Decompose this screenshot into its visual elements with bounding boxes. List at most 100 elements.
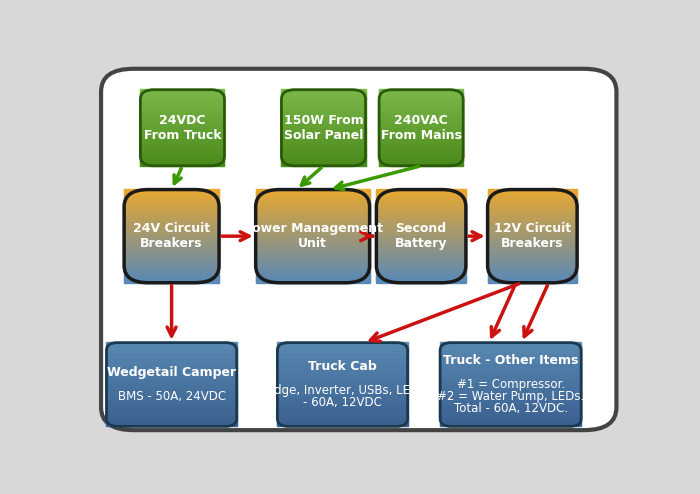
Bar [124,208,219,210]
Bar [256,192,370,194]
Bar [277,415,407,416]
Bar [440,424,581,426]
Bar [106,378,237,380]
Text: - 60A, 12VDC: - 60A, 12VDC [303,396,382,409]
Bar [256,250,370,251]
Bar [106,424,237,426]
Bar [440,377,581,379]
Bar [377,209,466,211]
Bar [379,132,463,134]
Bar [281,99,365,101]
Bar [277,352,407,354]
Bar [379,139,463,140]
Bar [106,397,237,399]
Bar [124,256,219,258]
Bar [106,387,237,389]
Bar [488,192,577,194]
Bar [124,236,219,238]
Bar [277,355,407,357]
Bar [377,268,466,270]
Bar [124,222,219,224]
Bar [440,374,581,376]
Bar [440,345,581,347]
Bar [440,348,581,350]
Bar [440,423,581,425]
Bar [377,234,466,236]
Bar [256,234,370,236]
Bar [106,395,237,397]
Bar [281,161,365,162]
Bar [281,105,365,106]
Bar [277,365,407,367]
Bar [379,92,463,93]
Bar [106,400,237,401]
Bar [141,164,225,166]
Bar [277,420,407,422]
Bar [256,219,370,221]
Bar [124,206,219,208]
Bar [256,212,370,214]
Bar [379,144,463,146]
Bar [379,163,463,165]
Bar [256,257,370,259]
Bar [281,143,365,144]
Bar [277,349,407,351]
Bar [488,199,577,201]
Bar [141,106,225,108]
Bar [440,395,581,397]
Bar [281,120,365,122]
Bar [141,98,225,100]
Bar [141,128,225,130]
Bar [440,404,581,406]
Bar [440,362,581,364]
Bar [440,401,581,403]
Bar [256,211,370,213]
Bar [106,380,237,382]
Bar [124,239,219,241]
Text: 150W From
Solar Panel: 150W From Solar Panel [284,114,363,142]
Bar [277,361,407,362]
Bar [124,272,219,274]
Bar [256,203,370,205]
Bar [440,419,581,421]
Bar [277,394,407,396]
Bar [106,346,237,348]
Bar [256,244,370,246]
Bar [440,370,581,372]
Bar [440,365,581,367]
Bar [488,241,577,243]
Bar [141,131,225,133]
Bar [377,226,466,228]
Bar [141,117,225,119]
Bar [277,404,407,406]
Bar [256,270,370,272]
Bar [277,393,407,394]
Bar [141,112,225,114]
Bar [440,388,581,390]
Text: BMS - 50A, 24VDC: BMS - 50A, 24VDC [118,390,225,403]
Bar [256,215,370,217]
Bar [106,383,237,384]
Bar [256,267,370,269]
Bar [124,189,219,191]
Bar [379,90,463,92]
Bar [379,161,463,162]
Bar [281,106,365,108]
Bar [488,281,577,283]
Bar [488,233,577,235]
Bar [377,261,466,263]
Bar [379,102,463,104]
Bar [281,89,365,91]
Bar [106,359,237,361]
Bar [256,222,370,224]
Bar [440,405,581,407]
Bar [106,413,237,415]
Bar [277,401,407,403]
Bar [379,121,463,123]
Bar [488,239,577,241]
Bar [377,202,466,204]
Text: 24VDC
From Truck: 24VDC From Truck [144,114,221,142]
Bar [141,96,225,97]
Bar [106,344,237,345]
Bar [124,257,219,259]
